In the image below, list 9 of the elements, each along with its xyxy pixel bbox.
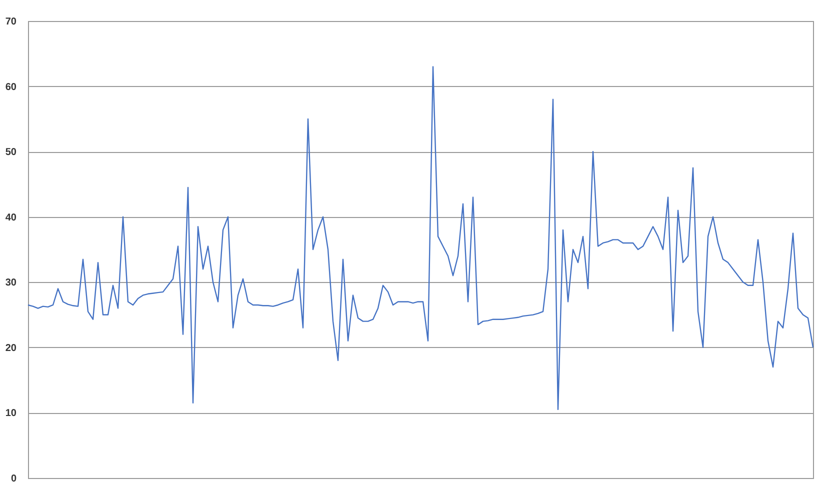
y-tick-label: 20 [5, 342, 17, 354]
y-tick-label: 70 [5, 16, 17, 28]
line-series [27, 66, 814, 410]
y-tick-label: 50 [5, 147, 17, 158]
y-tick-label: 40 [5, 212, 17, 224]
y-tick-label: 0 [10, 474, 17, 484]
y-tick-label: 30 [5, 278, 17, 289]
y-tick-label: 60 [5, 82, 17, 93]
y-tick-label: 10 [5, 408, 17, 420]
